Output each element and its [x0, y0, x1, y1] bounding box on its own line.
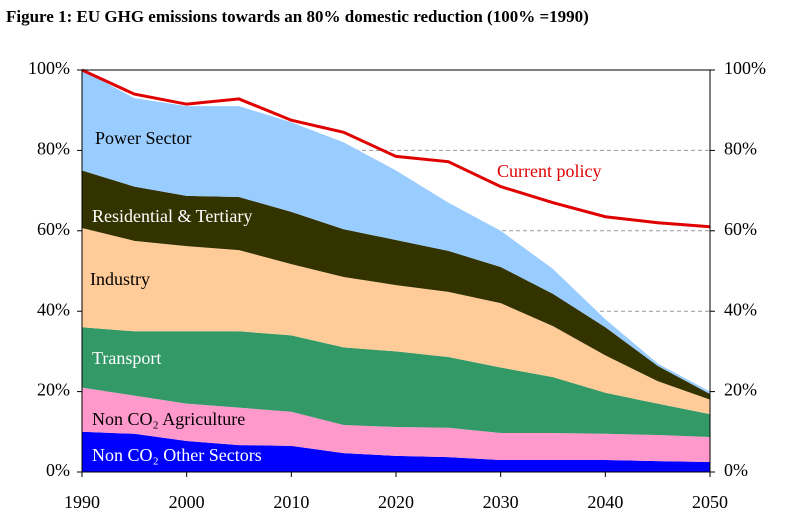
- x-tick-label: 2010: [273, 492, 309, 512]
- area-label: Residential & Tertiary: [92, 206, 252, 226]
- x-tick-label: 2040: [587, 492, 623, 512]
- area-label: Non CO₂ Agriculture: [92, 409, 245, 429]
- area: [82, 70, 710, 395]
- area: [82, 227, 710, 415]
- line-label: Current policy: [497, 161, 601, 181]
- y2-tick-label: 40%: [724, 299, 757, 319]
- area: [82, 327, 710, 438]
- area: [82, 431, 710, 472]
- y2-tick-label: 20%: [724, 380, 757, 400]
- y2-tick-label: 100%: [724, 58, 766, 78]
- area-label: Industry: [90, 269, 150, 289]
- y-tick-label: 40%: [37, 299, 70, 319]
- policy-line: [81, 68, 711, 229]
- area: [82, 387, 710, 462]
- area-label: Power Sector: [95, 128, 191, 148]
- y-tick-label: 0%: [46, 460, 70, 480]
- y-tick-label: 100%: [28, 58, 70, 78]
- y2-tick-label: 0%: [724, 460, 748, 480]
- chart-title: Figure 1: EU GHG emissions towards an 80…: [6, 7, 589, 26]
- y-tick-label: 60%: [37, 219, 70, 239]
- area: [82, 170, 710, 400]
- y2-tick-label: 80%: [724, 139, 757, 159]
- x-tick-label: 2030: [483, 492, 519, 512]
- x-tick-label: 2000: [169, 492, 205, 512]
- x-tick-label: 2020: [378, 492, 414, 512]
- area-label: Non CO₂ Other Sectors: [92, 445, 262, 465]
- y-tick-label: 80%: [37, 139, 70, 159]
- y2-tick-label: 60%: [724, 219, 757, 239]
- x-tick-label: 2050: [692, 492, 728, 512]
- y-tick-label: 20%: [37, 380, 70, 400]
- x-tick-label: 1990: [64, 492, 100, 512]
- area-label: Transport: [92, 348, 161, 368]
